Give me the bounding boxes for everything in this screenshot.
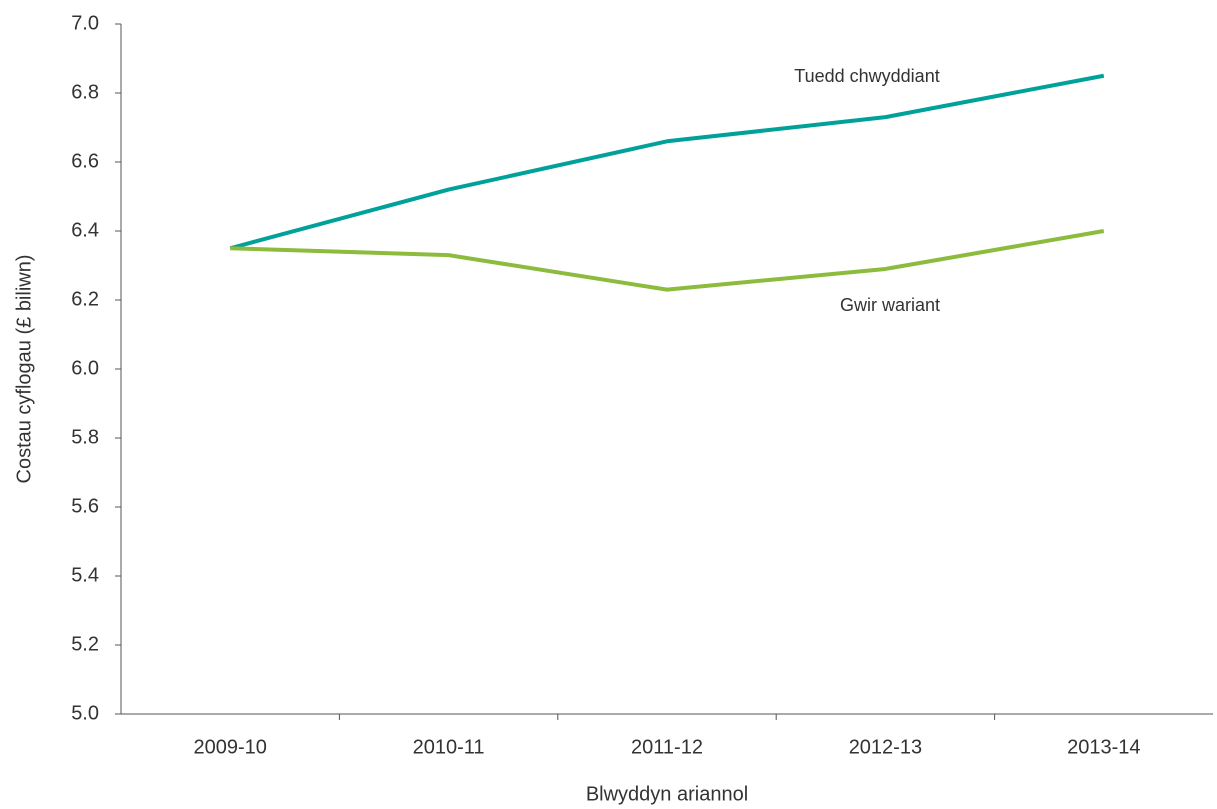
y-tick-label: 6.6	[71, 150, 99, 172]
series-annotation: Tuedd chwyddiant	[794, 66, 939, 86]
y-tick-label: 6.2	[71, 288, 99, 310]
y-tick-label: 6.4	[71, 219, 99, 241]
x-tick-label: 2009-10	[193, 736, 266, 758]
y-tick-label: 5.8	[71, 426, 99, 448]
series-annotation: Gwir wariant	[840, 295, 940, 315]
x-tick-label: 2011-12	[631, 736, 703, 758]
x-tick-label: 2010-11	[413, 736, 485, 758]
series-line	[230, 229, 1105, 292]
y-tick-label: 6.8	[71, 81, 99, 103]
y-tick-label: 5.4	[71, 564, 99, 586]
x-axis-label: Blwyddyn ariannol	[586, 783, 748, 805]
series-line	[229, 73, 1105, 251]
x-tick-label: 2013-14	[1067, 736, 1140, 758]
x-tick-label: 2012-13	[849, 736, 922, 758]
y-tick-label: 5.6	[71, 495, 99, 517]
y-tick-label: 6.0	[71, 357, 99, 379]
y-tick-label: 7.0	[71, 12, 99, 34]
y-tick-label: 5.0	[71, 702, 99, 724]
y-axis-label: Costau cyflogau (£ biliwn)	[13, 255, 35, 484]
y-tick-label: 5.2	[71, 633, 99, 655]
